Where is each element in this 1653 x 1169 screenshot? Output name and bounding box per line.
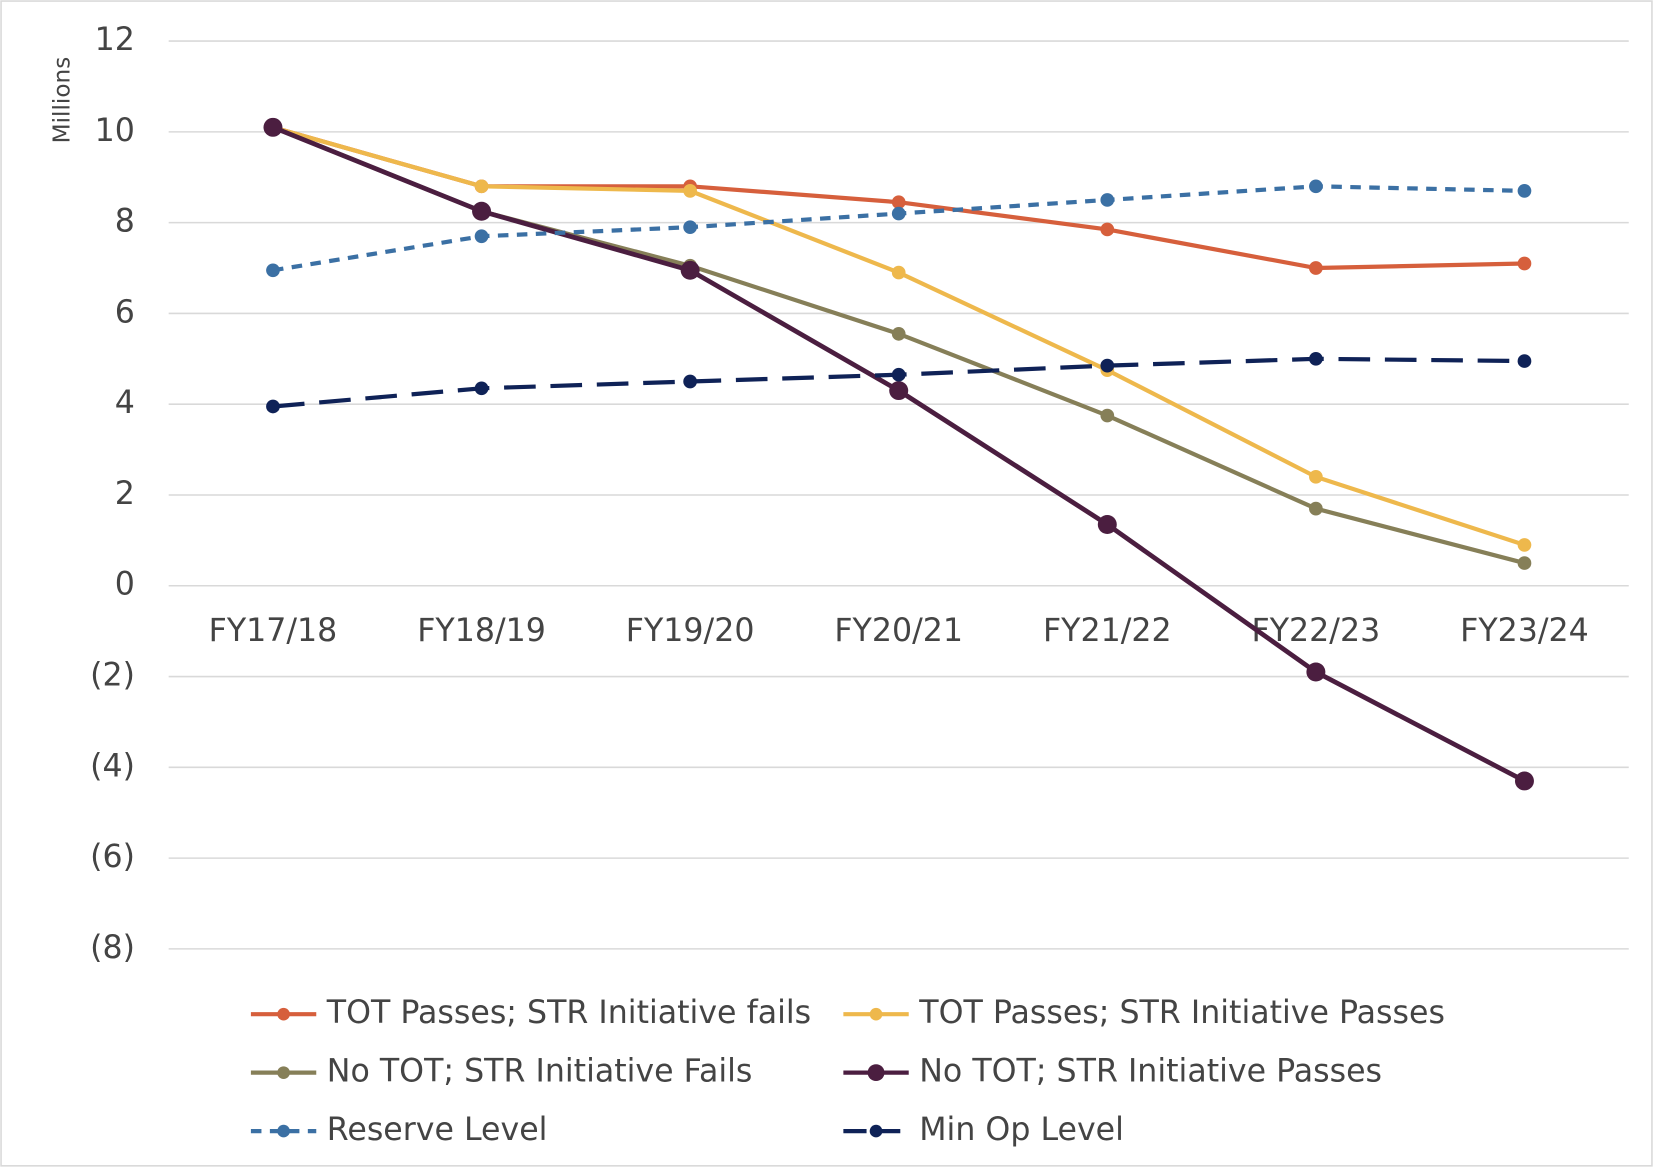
point [1309, 261, 1323, 275]
point [891, 265, 906, 280]
point [683, 374, 697, 389]
point [1517, 538, 1532, 552]
y-tick-label: 8 [115, 204, 135, 240]
y-tick-label: 10 [95, 113, 135, 149]
x-tick-label: FY21/22 [1043, 613, 1172, 649]
point [474, 229, 489, 244]
point [1517, 256, 1532, 271]
y-tick-label: (4) [90, 748, 135, 784]
point [683, 184, 697, 198]
y-axis-label: Millions [49, 57, 76, 144]
y-tick-label: (6) [90, 839, 135, 875]
legend-label: Reserve Level [327, 1112, 548, 1148]
legend-label: TOT Passes; STR Initiative fails [326, 995, 811, 1031]
point [1100, 222, 1115, 237]
legend-marker [277, 1066, 290, 1079]
legend-marker [277, 1124, 290, 1138]
point [266, 263, 280, 278]
legend-marker [277, 1007, 290, 1021]
point [474, 381, 489, 396]
point [474, 179, 489, 194]
point [472, 201, 492, 221]
y-tick-label: 0 [115, 567, 135, 603]
point [1306, 662, 1326, 682]
x-tick-label: FY23/24 [1460, 613, 1589, 649]
legend-label: Min Op Level [919, 1112, 1124, 1148]
point [1309, 179, 1323, 194]
point [1309, 351, 1323, 366]
point [891, 206, 906, 221]
point [263, 117, 283, 137]
point [1309, 469, 1323, 484]
x-tick-label: FY18/19 [417, 613, 546, 649]
point [1100, 358, 1115, 373]
point [1517, 354, 1532, 368]
y-tick-label: (8) [90, 930, 135, 966]
point [1514, 771, 1534, 791]
point [1517, 556, 1532, 570]
point [891, 367, 906, 382]
legend-label: No TOT; STR Initiative Passes [919, 1054, 1382, 1090]
y-tick-label: 6 [115, 294, 135, 330]
x-tick-label: FY22/23 [1252, 613, 1381, 649]
point [1309, 501, 1323, 516]
point [1100, 193, 1115, 207]
x-tick-label: FY17/18 [209, 613, 338, 649]
legend-marker [869, 1007, 883, 1021]
y-tick-label: 4 [115, 385, 135, 421]
x-tick-label: FY20/21 [834, 613, 963, 649]
legend-marker [869, 1124, 883, 1138]
point [891, 326, 906, 341]
point [1100, 408, 1115, 423]
point [889, 381, 909, 401]
y-tick-label: (2) [90, 658, 135, 694]
legend-label: TOT Passes; STR Initiative Passes [918, 995, 1445, 1031]
point [891, 195, 906, 210]
point [1517, 184, 1532, 198]
legend-marker [867, 1064, 885, 1082]
point [683, 220, 697, 235]
legend-label: No TOT; STR Initiative Fails [327, 1054, 753, 1090]
y-tick-label: 12 [95, 22, 135, 58]
x-tick-label: FY19/20 [626, 613, 755, 649]
point [266, 399, 280, 414]
y-tick-label: 2 [115, 476, 135, 512]
point [680, 260, 700, 280]
point [1097, 515, 1117, 534]
